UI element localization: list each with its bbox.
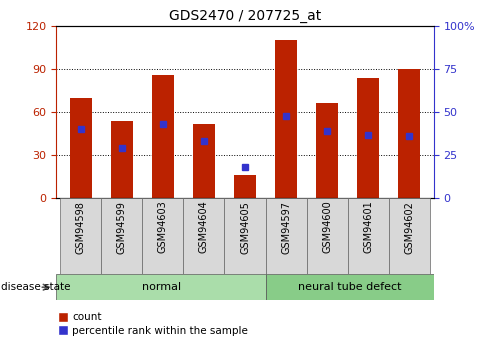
FancyBboxPatch shape	[143, 198, 183, 274]
Text: GSM94597: GSM94597	[281, 201, 291, 254]
Bar	[357, 78, 379, 198]
Legend: count, percentile rank within the sample: count, percentile rank within the sample	[54, 308, 252, 340]
Text: GSM94598: GSM94598	[76, 201, 86, 254]
Bar	[152, 75, 174, 198]
Text: disease state: disease state	[1, 282, 71, 292]
FancyBboxPatch shape	[307, 198, 347, 274]
Bar	[398, 69, 420, 198]
Text: GSM94600: GSM94600	[322, 201, 332, 253]
Title: GDS2470 / 207725_at: GDS2470 / 207725_at	[169, 9, 321, 23]
Text: GSM94604: GSM94604	[199, 201, 209, 253]
Bar	[275, 40, 297, 198]
Text: GSM94605: GSM94605	[240, 201, 250, 254]
FancyBboxPatch shape	[183, 198, 224, 274]
Text: GSM94603: GSM94603	[158, 201, 168, 253]
FancyBboxPatch shape	[224, 198, 266, 274]
Text: GSM94601: GSM94601	[363, 201, 373, 253]
FancyBboxPatch shape	[389, 198, 430, 274]
Bar	[266, 274, 434, 300]
Bar	[111, 121, 133, 198]
FancyBboxPatch shape	[101, 198, 143, 274]
FancyBboxPatch shape	[266, 198, 307, 274]
Text: GSM94599: GSM94599	[117, 201, 127, 254]
Text: neural tube defect: neural tube defect	[298, 282, 402, 292]
Bar	[70, 98, 92, 198]
Bar	[193, 124, 215, 198]
Text: GSM94602: GSM94602	[404, 201, 414, 254]
FancyBboxPatch shape	[60, 198, 101, 274]
Text: normal: normal	[142, 282, 181, 292]
Bar	[234, 175, 256, 198]
FancyBboxPatch shape	[347, 198, 389, 274]
Bar	[316, 104, 338, 198]
Bar	[56, 274, 266, 300]
